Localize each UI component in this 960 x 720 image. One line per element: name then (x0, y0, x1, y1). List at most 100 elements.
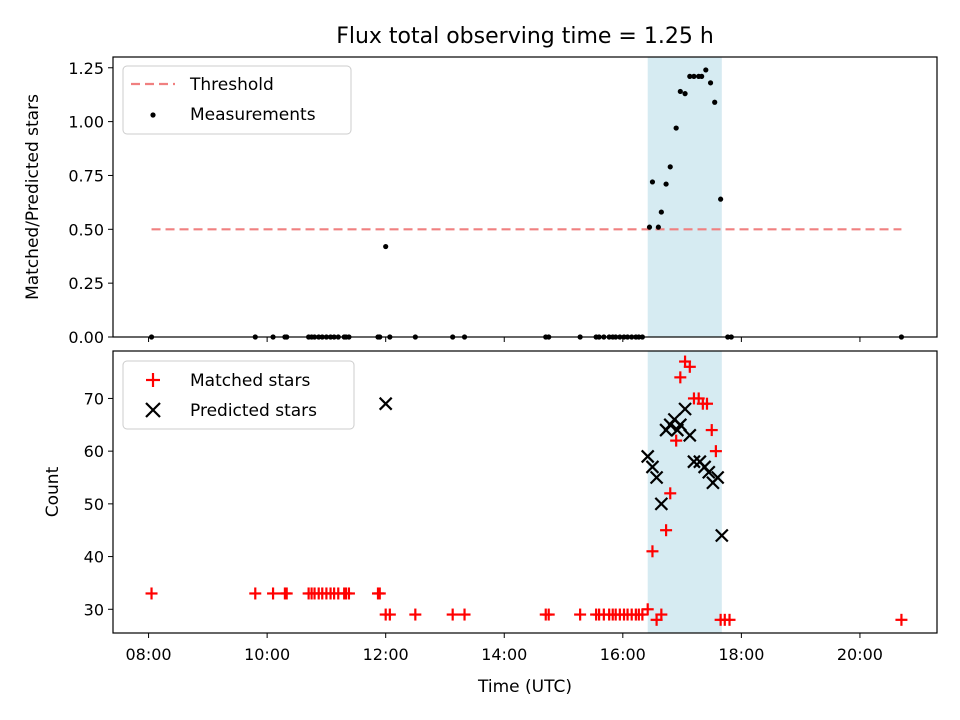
measurement-point (687, 73, 693, 79)
highlight-span-bottom (647, 351, 722, 633)
matched-star-point (574, 608, 587, 621)
matched-star-point (674, 371, 687, 384)
x-tick-label: 08:00 (126, 645, 172, 664)
matched-star-point (646, 545, 659, 558)
legend-predicted-swatch (145, 402, 161, 418)
y-tick-label-bottom: 50 (84, 495, 104, 514)
x-ticks-top (148, 337, 861, 342)
y-axis-bottom: 30 40 50 60 70 (84, 389, 113, 619)
x-axis-label: Time (UTC) (477, 677, 572, 697)
x-tick-label: 16:00 (600, 645, 646, 664)
measurement-point (691, 73, 697, 79)
predicted-star-point (645, 460, 660, 474)
predicted-star-point (701, 465, 716, 480)
predicted-star-point (715, 528, 729, 543)
predicted-star-point (687, 454, 701, 469)
y-tick-label-top: 0.00 (68, 328, 104, 347)
measurement-point (655, 224, 661, 230)
x-tick-label: 18:00 (718, 645, 764, 664)
matched-star-point (636, 608, 649, 621)
matched-star-point (267, 587, 280, 600)
legend-matched-label: Matched stars (190, 371, 310, 391)
x-tick-label: 14:00 (481, 645, 527, 664)
matched-star-point (342, 587, 355, 600)
legend-top: Threshold Measurements (122, 65, 352, 135)
matched-star-point (249, 587, 262, 600)
measurement-point (383, 243, 389, 250)
predicted-star-point (649, 470, 664, 485)
matched-star-point (373, 587, 386, 600)
matched-star-point (670, 434, 683, 447)
y-tick-label-bottom: 60 (84, 442, 104, 461)
matched-star-point (641, 603, 654, 616)
matched-star-point (458, 608, 471, 621)
matched-star-point (705, 424, 718, 437)
highlight-span-top (647, 57, 722, 337)
matched-star-point (709, 445, 722, 458)
matched-star-point (664, 487, 677, 500)
legend-bottom-box (122, 360, 355, 430)
measurement-point (646, 224, 653, 230)
legend-matched-swatch (146, 373, 160, 387)
y-tick-label-top: 1.25 (68, 59, 104, 78)
legend-predicted-label: Predicted stars (190, 401, 317, 421)
predicted-star-point (710, 470, 725, 485)
measurement-point (673, 125, 679, 131)
predicted-star-point (640, 449, 655, 464)
plot-frame-bottom (112, 350, 938, 634)
predicted-star-point (378, 396, 393, 411)
matched-star-point (409, 608, 422, 621)
measurement-point (667, 164, 673, 170)
legend-top-box (122, 65, 352, 135)
matched-star-point (700, 397, 713, 410)
y-tick-label-bottom: 70 (84, 389, 104, 408)
y-axis-label-top: Matched/Predicted stars (23, 94, 43, 300)
legend-threshold-label: Threshold (189, 75, 274, 95)
measurement-point (703, 67, 709, 73)
measurement-point (663, 181, 669, 187)
y-tick-label-bottom: 30 (84, 600, 104, 619)
panel-ratio: 0.00 0.25 0.50 0.75 1.00 1.25 Matched/Predict… (23, 56, 938, 347)
y-axis-label-bottom: Count (43, 466, 63, 517)
legend-measurements-label: Measurements (190, 105, 316, 125)
predicted-star-point (654, 497, 669, 511)
y-tick-label-bottom: 40 (84, 548, 104, 567)
matched-star-point (895, 613, 908, 626)
measurement-point (658, 209, 664, 215)
y-tick-label-top: 1.00 (68, 113, 104, 132)
matched-stars-layer (145, 355, 908, 626)
matched-star-point (655, 608, 668, 621)
matched-star-point (542, 608, 555, 621)
matched-star-point (446, 608, 459, 621)
matched-star-point (660, 524, 673, 537)
legend-measurements-swatch (150, 112, 156, 118)
y-tick-label-top: 0.25 (68, 274, 104, 293)
measurement-point (707, 80, 714, 86)
x-axis-bottom: 08:00 10:00 12:00 14:00 16:00 18:00 20:00 (126, 633, 883, 664)
predicted-star-point (683, 428, 697, 443)
matched-star-point (383, 608, 396, 621)
matched-star-point (145, 587, 158, 600)
x-tick-label: 20:00 (837, 645, 883, 664)
plot-frame-top (112, 56, 938, 338)
panel-counts: 30 40 50 60 70 08:00 10:00 12:00 14:00 16:00 18:0… (43, 350, 938, 697)
matched-star-point (280, 587, 293, 600)
chart-title: Flux total observing time = 1.25 h (336, 24, 714, 49)
legend-bottom: Matched stars Predicted stars (122, 360, 355, 430)
y-axis-top: 0.00 0.25 0.50 0.75 1.00 1.25 (68, 59, 113, 347)
x-tick-label: 10:00 (244, 645, 290, 664)
x-tick-label: 12:00 (363, 645, 409, 664)
y-tick-label-top: 0.50 (68, 220, 104, 239)
measurement-point (649, 179, 656, 185)
matched-star-point (723, 613, 736, 626)
y-tick-label-top: 0.75 (68, 166, 104, 185)
matched-star-point (683, 360, 696, 373)
measurement-point (677, 88, 683, 95)
measurement-point (712, 99, 718, 105)
predicted-star-point (678, 402, 692, 416)
predicted-stars-layer (378, 396, 729, 543)
measurement-point (718, 196, 724, 202)
predicted-star-point (673, 418, 688, 432)
measurement-point (699, 73, 705, 79)
